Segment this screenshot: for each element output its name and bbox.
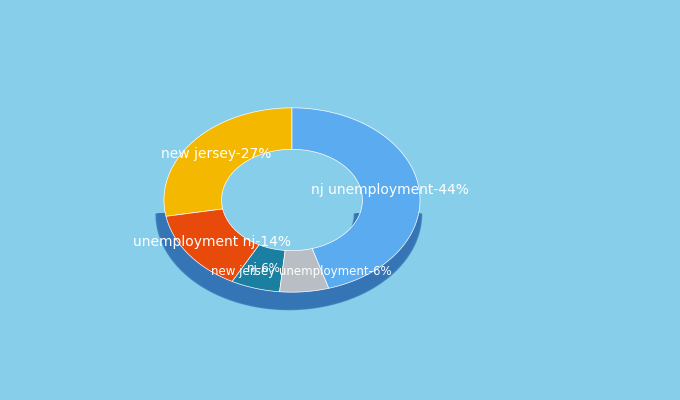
Text: new jersey unemployment-6%: new jersey unemployment-6% <box>211 264 392 278</box>
Polygon shape <box>157 214 421 309</box>
Polygon shape <box>158 214 420 308</box>
Polygon shape <box>233 245 285 292</box>
Polygon shape <box>156 214 422 310</box>
Polygon shape <box>292 108 420 288</box>
Text: unemployment nj-14%: unemployment nj-14% <box>133 235 291 249</box>
Polygon shape <box>279 248 329 292</box>
Polygon shape <box>159 214 419 308</box>
Polygon shape <box>166 209 259 282</box>
Text: new jersey-27%: new jersey-27% <box>160 147 271 161</box>
Text: nj unemployment-44%: nj unemployment-44% <box>311 183 469 197</box>
Polygon shape <box>160 214 418 307</box>
Polygon shape <box>164 108 292 216</box>
Text: nj-6%: nj-6% <box>247 262 280 275</box>
